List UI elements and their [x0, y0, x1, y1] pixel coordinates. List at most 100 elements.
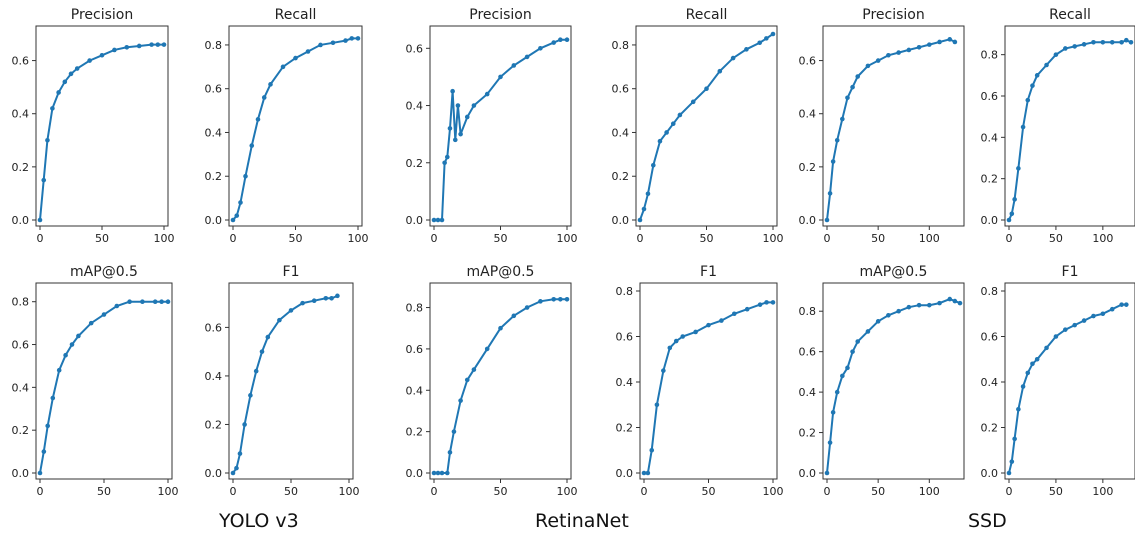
data-point [906, 304, 912, 310]
data-point [865, 63, 871, 69]
chart-panel: Precision 0.0 0.2 0.4 0.6 0 50 100 [12, 7, 175, 245]
data-point [730, 55, 736, 61]
y-tick-label: 0.0 [12, 467, 30, 480]
data-point [1025, 370, 1031, 376]
y-tick-label: 0.4 [406, 384, 424, 397]
data-point [238, 200, 243, 205]
data-point [69, 342, 75, 347]
data-point [464, 377, 470, 383]
y-tick-label: 0.4 [12, 108, 30, 121]
y-tick-label: 0.4 [612, 126, 630, 139]
data-point [670, 121, 676, 127]
data-point [1109, 39, 1115, 45]
x-tick-label: 50 [494, 485, 508, 498]
data-point [645, 191, 651, 197]
data-point [764, 36, 769, 41]
data-point [87, 58, 92, 63]
data-point [1072, 44, 1077, 49]
data-point [947, 296, 953, 302]
y-tick-label: 0.8 [12, 296, 30, 309]
chart-panel: Recall 0.0 0.2 0.4 0.6 0.8 0 50 100 [981, 7, 1135, 245]
y-tick-label: 0.6 [406, 42, 424, 55]
data-point [1124, 37, 1129, 43]
data-point [551, 296, 556, 302]
y-tick-label: 0.2 [406, 426, 424, 439]
chart-title: F1 [283, 264, 300, 280]
y-tick-label: 0.6 [205, 321, 223, 334]
chart-panel: mAP@0.5 0.0 0.2 0.4 0.6 0.8 0 50 100 [406, 264, 578, 498]
x-tick-label: 50 [702, 485, 716, 498]
y-tick-label: 0.0 [799, 214, 817, 227]
chart-panel: mAP@0.5 0.0 0.2 0.4 0.6 0.8 0 50 100 [12, 264, 179, 498]
data-point [1091, 313, 1096, 319]
data-point [558, 37, 563, 43]
data-point [717, 68, 723, 74]
data-point [343, 38, 348, 43]
data-point [1081, 42, 1087, 47]
data-point [651, 162, 656, 168]
group-label-ssd: SSD [968, 510, 1007, 532]
data-point [1119, 302, 1124, 307]
data-point [1025, 97, 1031, 103]
data-point [886, 52, 891, 58]
data-point [511, 313, 517, 319]
data-point [927, 302, 932, 308]
data-point [253, 368, 259, 374]
series-line [434, 38, 567, 221]
data-point [293, 55, 298, 61]
data-point [471, 103, 477, 108]
data-point [112, 47, 117, 53]
data-point [439, 470, 445, 476]
data-point [1128, 39, 1134, 45]
data-point [657, 138, 663, 144]
data-point [840, 116, 845, 122]
y-tick-label: 0.4 [981, 131, 999, 144]
series-line [39, 300, 168, 474]
data-point [1100, 311, 1106, 317]
chart-title: mAP@0.5 [860, 264, 928, 280]
data-point [445, 154, 450, 160]
data-point [845, 95, 850, 101]
data-point [641, 206, 647, 212]
data-point [524, 54, 530, 60]
data-point [830, 159, 836, 164]
y-tick-label: 0.8 [981, 285, 999, 298]
data-point [140, 299, 145, 305]
y-tick-label: 0.0 [981, 467, 999, 480]
axes-frame [635, 25, 778, 227]
data-point [450, 88, 455, 94]
x-tick-label: 100 [557, 232, 578, 245]
data-point [673, 338, 679, 344]
data-point [242, 422, 247, 427]
x-tick-label: 100 [919, 485, 940, 498]
y-tick-label: 0.6 [799, 55, 817, 68]
y-tick-label: 0.6 [406, 343, 424, 356]
y-tick-label: 0.4 [799, 386, 817, 399]
data-point [641, 470, 647, 476]
x-tick-label: 0 [431, 232, 438, 245]
data-point [1100, 39, 1106, 45]
data-point [834, 137, 840, 143]
data-point [63, 352, 68, 358]
data-point [76, 333, 81, 339]
y-tick-label: 0.0 [205, 214, 223, 227]
x-tick-label: 0 [637, 232, 644, 245]
y-tick-label: 0.6 [981, 90, 999, 103]
chart-panel: Recall 0.0 0.2 0.4 0.6 0.8 0 50 100 [612, 7, 784, 245]
y-tick-label: 0.4 [406, 100, 424, 113]
data-point [1016, 166, 1021, 171]
axes-frame [1004, 25, 1135, 227]
data-point [311, 298, 317, 304]
y-tick-label: 0.2 [406, 157, 424, 170]
data-point [452, 137, 458, 143]
group-label-retinanet: RetinaNet [535, 510, 629, 532]
chart-title: Precision [862, 7, 924, 23]
data-point [498, 325, 503, 331]
axes-frame [1004, 282, 1135, 480]
data-point [564, 37, 570, 43]
data-point [136, 43, 142, 49]
chart-panel: mAP@0.5 0.0 0.2 0.4 0.6 0.8 0 50 100 [799, 264, 965, 498]
data-point [896, 308, 901, 314]
data-point [649, 447, 655, 453]
data-point [1020, 124, 1026, 130]
